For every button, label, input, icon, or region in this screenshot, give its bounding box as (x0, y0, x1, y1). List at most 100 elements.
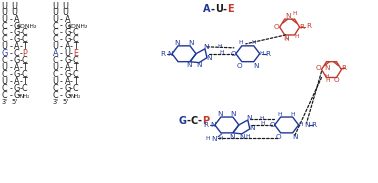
Text: -: - (9, 91, 12, 100)
Text: N: N (210, 122, 216, 128)
Text: C: C (2, 29, 8, 38)
Text: H: H (284, 37, 289, 42)
Text: C: C (73, 56, 78, 65)
Text: -: - (9, 70, 12, 79)
Text: T: T (22, 42, 27, 51)
Text: N: N (253, 63, 259, 69)
Text: C: C (22, 84, 28, 93)
Text: -: - (19, 49, 22, 58)
Text: A: A (65, 77, 70, 86)
Text: -: - (60, 77, 63, 86)
Text: -: - (9, 22, 12, 31)
Text: U: U (2, 2, 8, 11)
Text: -: - (70, 42, 73, 51)
Text: N: N (211, 136, 217, 142)
Text: -: - (70, 63, 73, 72)
Text: U: U (2, 8, 8, 17)
Text: R: R (265, 51, 270, 57)
Text: -: - (9, 15, 12, 24)
Text: G: G (2, 49, 8, 58)
Text: N: N (230, 111, 235, 117)
Text: T: T (73, 63, 78, 72)
Text: H: H (218, 136, 223, 141)
Text: N: N (229, 134, 235, 140)
Text: CONH₂: CONH₂ (67, 24, 88, 29)
Text: O: O (237, 63, 243, 69)
Text: U: U (62, 2, 68, 11)
Text: C: C (73, 70, 78, 79)
Text: G: G (64, 91, 71, 100)
Text: H: H (277, 112, 282, 117)
Text: -: - (9, 63, 12, 72)
Text: -: - (70, 70, 73, 79)
Text: A: A (65, 42, 70, 51)
Text: N: N (239, 134, 245, 140)
Text: G: G (64, 70, 71, 79)
Text: G: G (178, 116, 186, 126)
Text: C: C (53, 84, 58, 93)
Text: O: O (270, 122, 276, 128)
Text: H: H (298, 122, 303, 127)
Text: -: - (186, 116, 190, 126)
Text: N: N (283, 35, 288, 41)
Text: -: - (19, 63, 22, 72)
Text: R: R (161, 51, 166, 57)
Text: U: U (2, 63, 8, 72)
Text: -: - (70, 77, 73, 86)
Text: N: N (186, 62, 192, 68)
Text: R: R (203, 122, 208, 128)
Text: T: T (73, 77, 78, 86)
Text: C: C (191, 116, 198, 126)
Text: R: R (311, 122, 316, 128)
Text: R: R (341, 65, 346, 71)
Text: U: U (2, 77, 8, 86)
Text: A: A (65, 15, 70, 24)
Text: N: N (285, 13, 290, 19)
Text: -: - (60, 91, 63, 100)
Text: H: H (218, 44, 222, 49)
Text: N: N (174, 40, 180, 46)
Text: H: H (294, 34, 299, 40)
Text: -: - (223, 4, 227, 14)
Text: CONH₂: CONH₂ (16, 24, 37, 29)
Text: -: - (60, 42, 63, 51)
Text: A: A (53, 49, 58, 58)
Text: R: R (306, 23, 311, 29)
Text: U: U (53, 63, 59, 72)
Text: G: G (14, 70, 20, 79)
Text: G: G (14, 29, 20, 38)
Text: H: H (220, 50, 224, 55)
Text: C: C (2, 91, 8, 100)
Text: C: C (53, 22, 58, 31)
Text: N: N (292, 134, 297, 140)
Text: -: - (9, 35, 12, 44)
Text: U: U (65, 49, 70, 58)
Text: H: H (292, 11, 297, 16)
Text: G: G (64, 29, 71, 38)
Text: G: G (64, 56, 71, 65)
Text: U: U (215, 4, 223, 14)
Text: H: H (324, 74, 329, 79)
Text: A: A (14, 63, 19, 72)
Text: U: U (2, 15, 8, 24)
Text: C: C (22, 29, 28, 38)
Text: -: - (19, 77, 22, 86)
Text: -: - (9, 56, 12, 65)
Text: G: G (14, 22, 20, 31)
Text: N: N (167, 51, 173, 57)
Text: -: - (70, 56, 73, 65)
Text: -: - (60, 70, 63, 79)
Text: H: H (239, 40, 243, 45)
Text: N: N (188, 40, 194, 46)
Text: C: C (53, 70, 58, 79)
Text: C: C (2, 70, 8, 79)
Text: -: - (70, 49, 73, 58)
Text: C: C (53, 91, 58, 100)
Text: -: - (60, 49, 63, 58)
Text: -: - (19, 35, 22, 44)
Text: -: - (9, 84, 12, 93)
Text: -: - (9, 42, 12, 51)
Text: N: N (246, 115, 251, 121)
Text: R: R (299, 24, 304, 30)
Text: C: C (53, 35, 58, 44)
